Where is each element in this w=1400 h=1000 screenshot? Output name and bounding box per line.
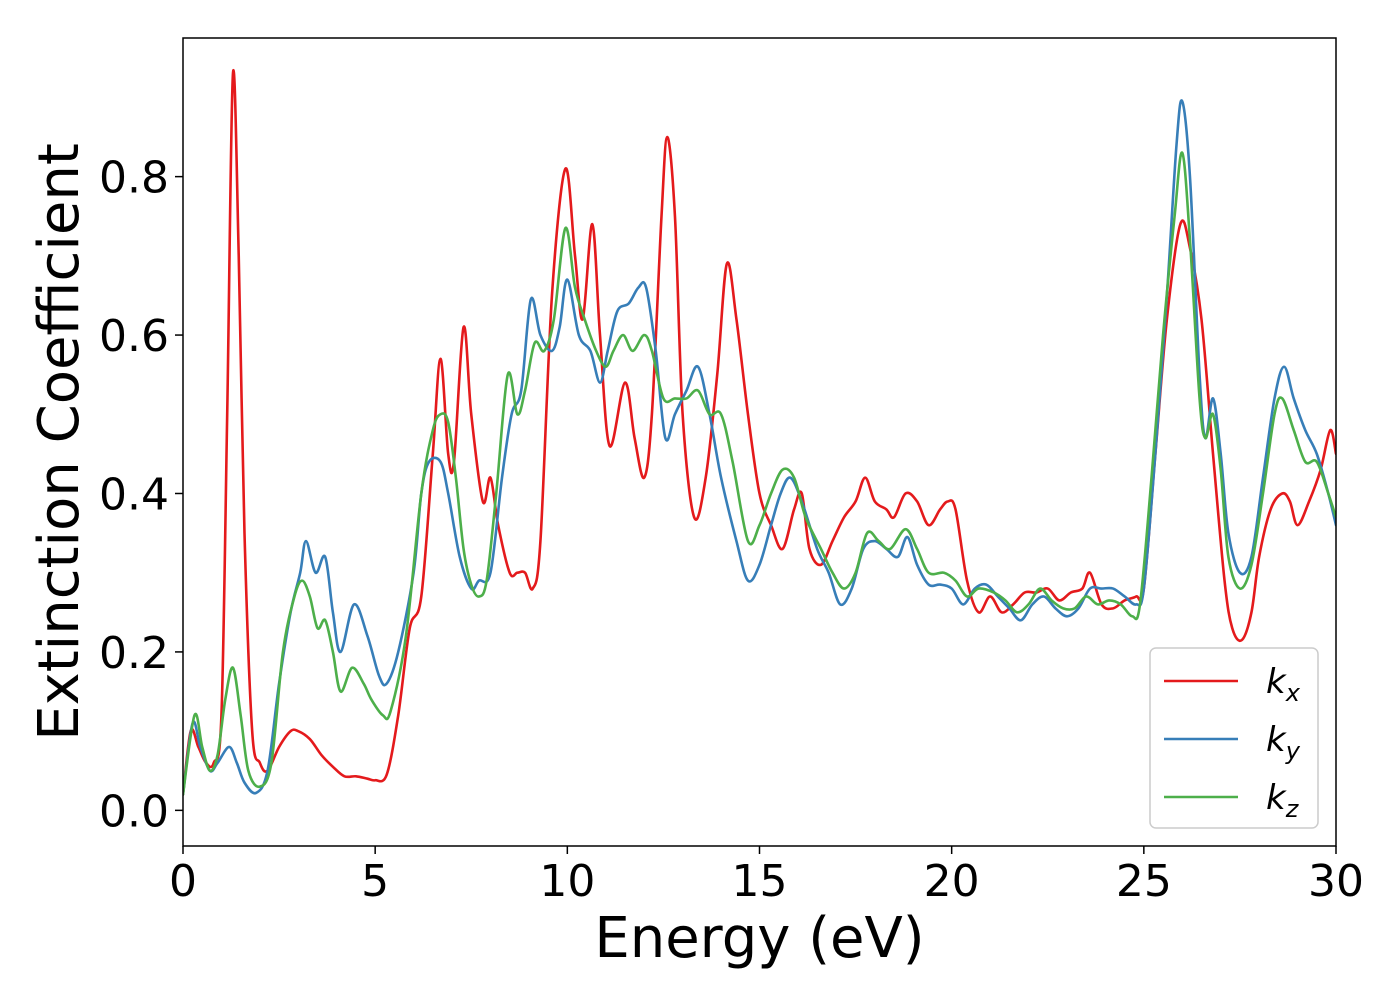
- x-tick-label: 20: [924, 856, 980, 907]
- y-axis-title: Extinction Coefficient: [27, 143, 92, 741]
- x-tick-label: 10: [539, 856, 595, 907]
- x-tick-label: 25: [1116, 856, 1172, 907]
- series-layer: [183, 69, 1336, 796]
- legend: kx ky kz: [1149, 647, 1319, 829]
- x-tick-label: 30: [1308, 856, 1364, 907]
- series-line-ky: [183, 99, 1336, 796]
- y-tick-label: 0.4: [99, 469, 169, 520]
- x-tick-label: 5: [361, 856, 389, 907]
- legend-label-kz: kz: [1266, 778, 1300, 823]
- y-tick-label: 0.6: [99, 311, 169, 362]
- x-tick-label: 0: [169, 856, 197, 907]
- legend-label-kx: kx: [1266, 662, 1301, 707]
- y-axis: 0.0 0.2 0.4 0.6 0.8: [99, 153, 183, 837]
- x-axis: 0 5 10 15 20 25 30: [169, 846, 1364, 907]
- series-line-kx: [183, 69, 1336, 796]
- y-tick-label: 0.0: [99, 786, 169, 837]
- x-axis-title: Energy (eV): [594, 906, 924, 971]
- series-line-kz: [183, 151, 1336, 796]
- x-tick-label: 15: [732, 856, 788, 907]
- y-tick-label: 0.2: [99, 628, 169, 679]
- legend-label-ky: ky: [1266, 720, 1301, 765]
- y-tick-label: 0.8: [99, 153, 169, 204]
